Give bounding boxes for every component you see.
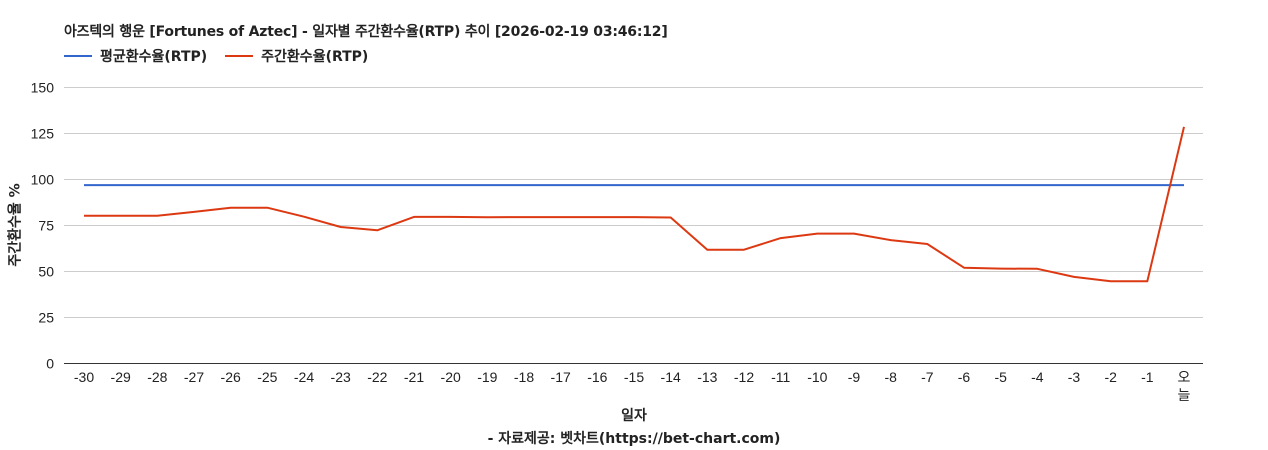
x-tick-label: -29 xyxy=(111,369,131,385)
x-tick-label: -4 xyxy=(1031,369,1044,385)
x-tick-label: -30 xyxy=(74,369,94,385)
x-tick-label: -23 xyxy=(331,369,351,385)
chart-title: 아즈텍의 행운 [Fortunes of Aztec] - 일자별 주간환수율(… xyxy=(64,24,668,40)
x-axis-title: 일자 xyxy=(0,405,1268,425)
x-tick-label: -16 xyxy=(587,369,607,385)
legend-item-average[interactable]: 평균환수율(RTP) xyxy=(64,46,207,66)
x-axis-ticks: -30 -29 -28 -27 -26 -25 -24 -23 -22 -21 -20 -19 -18 -… xyxy=(74,369,1191,403)
x-tick-label: -9 xyxy=(848,369,861,385)
y-tick-label: 50 xyxy=(38,264,54,280)
legend-label-average: 평균환수율(RTP) xyxy=(100,49,208,65)
x-tick-label: -26 xyxy=(221,369,241,385)
gridlines xyxy=(64,87,1203,364)
x-tick-label: -17 xyxy=(551,369,571,385)
x-tick-label: -28 xyxy=(147,369,167,385)
x-tick-label: 늘 xyxy=(1178,387,1191,403)
legend-label-weekly: 주간환수율(RTP) xyxy=(261,49,369,65)
x-tick-label: -13 xyxy=(697,369,717,385)
x-tick-label: -21 xyxy=(404,369,424,385)
x-tick-label: -20 xyxy=(441,369,461,385)
y-tick-label: 100 xyxy=(31,172,55,188)
x-tick-label: -1 xyxy=(1141,369,1154,385)
x-axis-title-text: 일자 xyxy=(621,408,647,424)
source-credit: - 자료제공: 벳차트(https://bet-chart.com) xyxy=(487,431,781,447)
x-tick-label: -3 xyxy=(1068,369,1081,385)
x-tick-label: -10 xyxy=(807,369,827,385)
x-tick-label: -15 xyxy=(624,369,644,385)
x-tick-label: -24 xyxy=(294,369,314,385)
x-tick-label: -5 xyxy=(994,369,1007,385)
y-axis-ticks: 0 25 50 75 100 125 150 xyxy=(31,80,55,372)
x-tick-label: -14 xyxy=(661,369,681,385)
y-tick-label: 0 xyxy=(46,356,54,372)
y-tick-label: 125 xyxy=(31,126,55,142)
x-tick-label: -22 xyxy=(367,369,387,385)
x-tick-label: -6 xyxy=(958,369,971,385)
x-tick-label: -19 xyxy=(477,369,497,385)
y-tick-label: 75 xyxy=(38,218,54,234)
x-tick-label: -2 xyxy=(1104,369,1117,385)
x-tick-label: -18 xyxy=(514,369,534,385)
data-lines xyxy=(84,126,1185,283)
y-tick-label: 25 xyxy=(38,310,54,326)
series-line-weekly[interactable] xyxy=(84,126,1185,283)
x-tick-label: -12 xyxy=(734,369,754,385)
x-tick-label: -27 xyxy=(184,369,204,385)
y-tick-label: 150 xyxy=(31,80,55,96)
legend-item-weekly[interactable]: 주간환수율(RTP) xyxy=(225,46,368,66)
legend-swatch-weekly-icon xyxy=(225,55,254,57)
chart-legend: 평균환수율(RTP) 주간환수율(RTP) xyxy=(64,46,386,66)
x-tick-label: -7 xyxy=(921,369,934,385)
legend-swatch-average-icon xyxy=(64,55,92,57)
x-tick-label: -25 xyxy=(257,369,277,385)
x-tick-label: -8 xyxy=(884,369,897,385)
x-tick-label: -11 xyxy=(771,369,790,385)
x-tick-label: 오 xyxy=(1178,369,1191,385)
